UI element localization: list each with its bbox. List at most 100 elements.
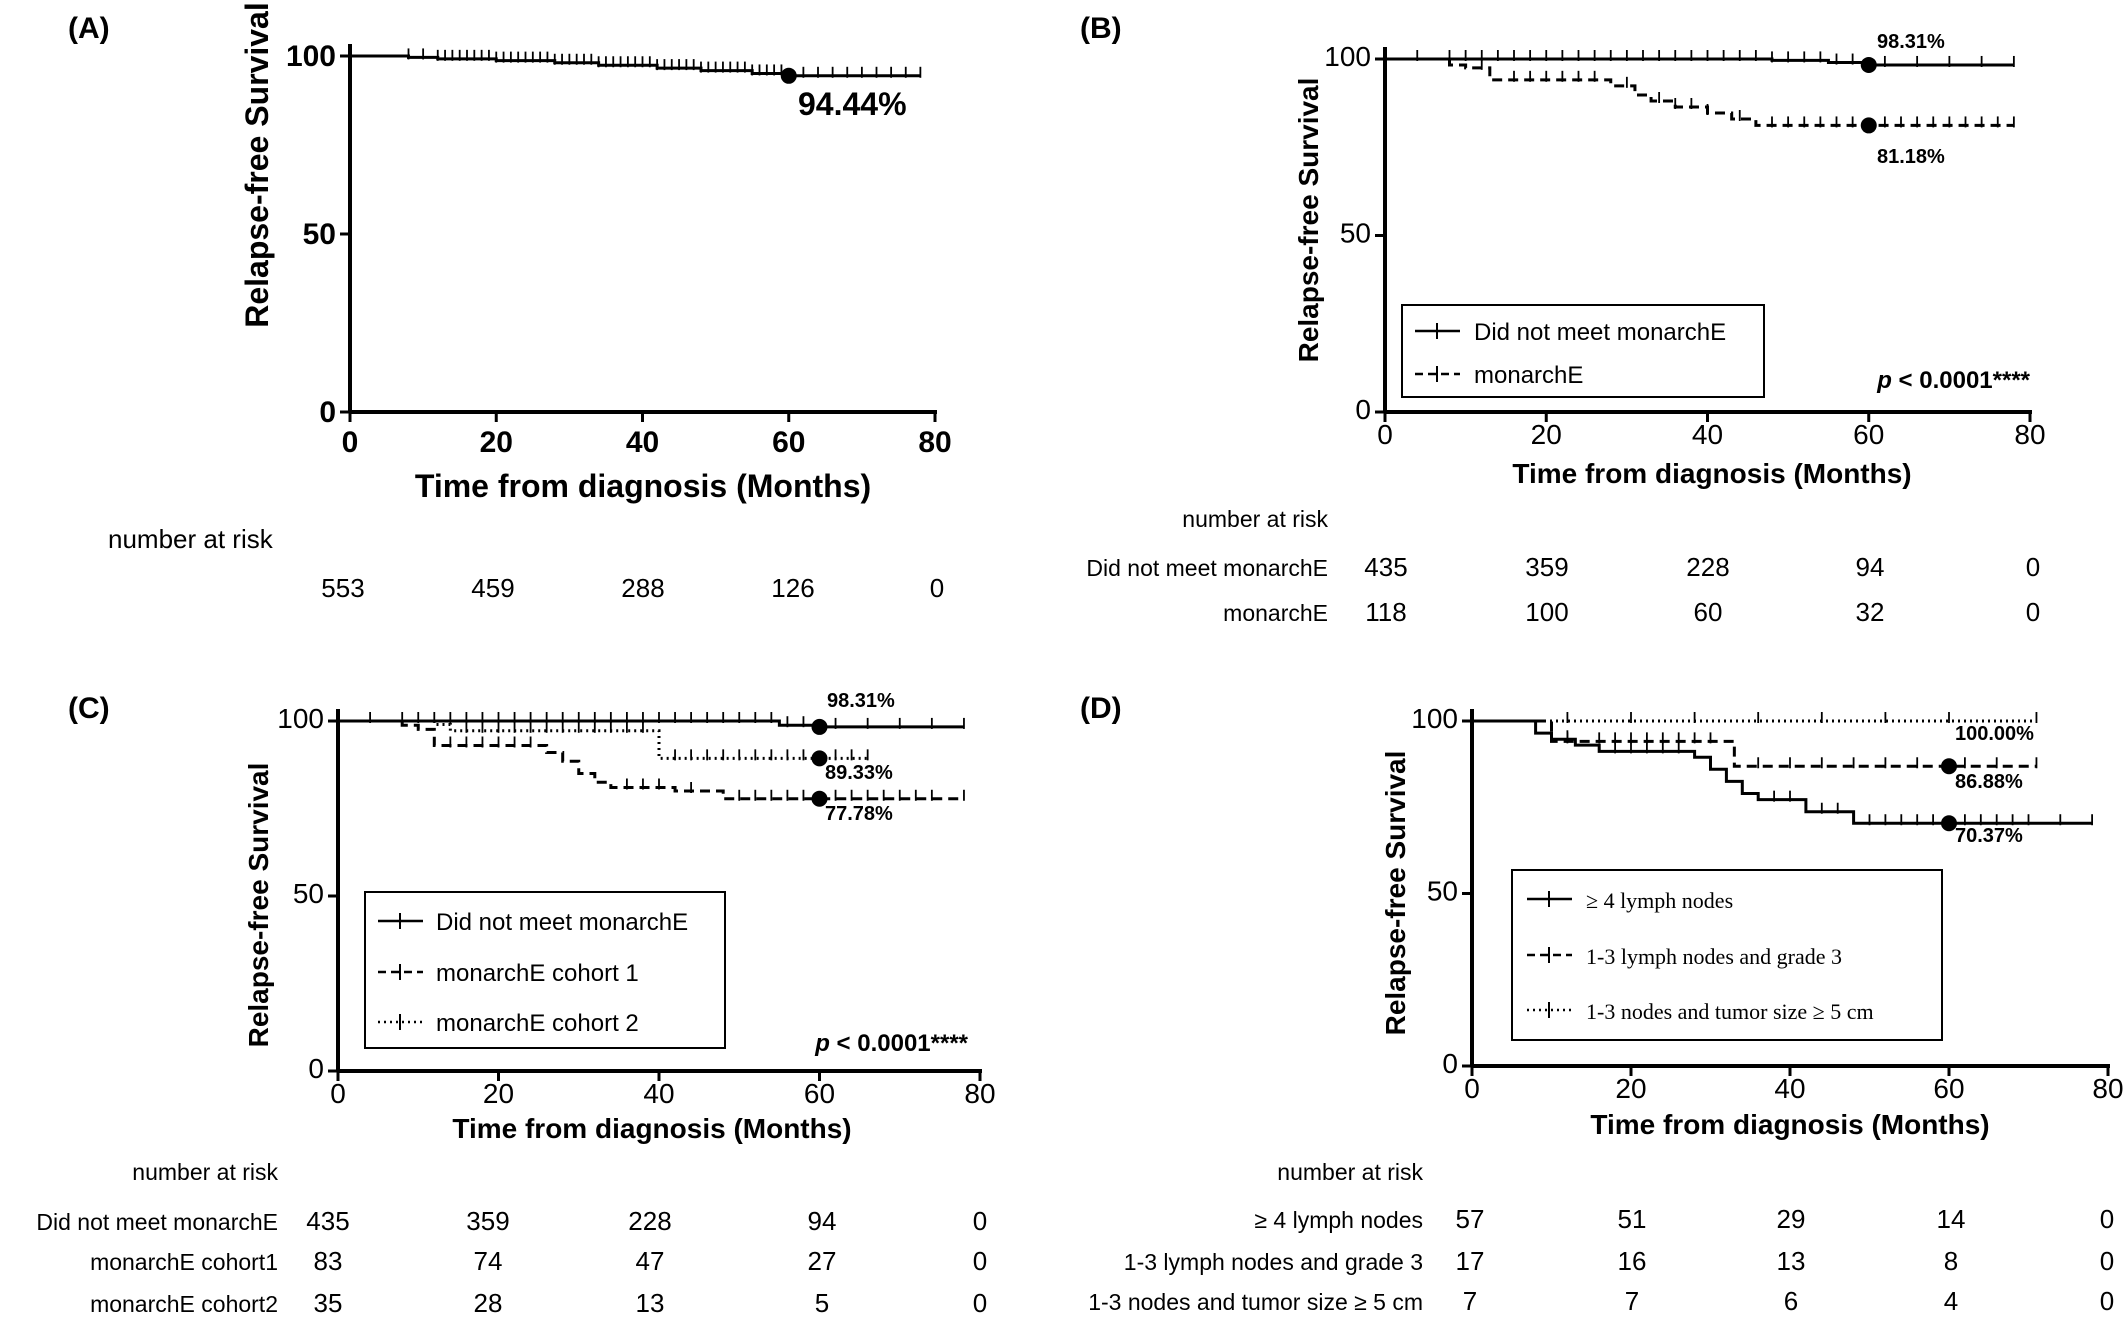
x-axis-label-b: Time from diagnosis (Months) [1512, 458, 1911, 489]
risk-count: 29 [1777, 1204, 1806, 1234]
risk-count: 7 [1463, 1286, 1477, 1316]
risk-count: 435 [306, 1206, 349, 1236]
panel-b: (B) Relapse-free Survival 0 20 40 60 80 0 50 10… [1080, 12, 2046, 627]
risk-count: 51 [1618, 1204, 1647, 1234]
y-axis-label-a: Relapse-free Survival [239, 2, 275, 328]
risk-count: 5 [815, 1288, 829, 1318]
x-tick-label: 40 [626, 426, 659, 459]
survival-curves-d [1472, 712, 2094, 826]
legend-box-d [1511, 869, 1943, 1041]
survival-curves-b [1385, 50, 2015, 128]
risk-table-d: ≥ 4 lymph nodes 57 51 29 14 0 1-3 lymph nodes … [1088, 1204, 2114, 1316]
x-tick-label: 60 [804, 1078, 835, 1109]
annotation-a-0: 94.44% [798, 86, 907, 122]
y-tick-label: 0 [319, 396, 336, 429]
annotation-b-1: 81.18% [1877, 146, 1945, 168]
survival-curve-dashed [1472, 719, 2037, 768]
panel-letter-a: (A) [68, 12, 110, 45]
panel-c: (C) Relapse-free Survival 0 20 40 60 8005010… [36, 690, 995, 1318]
annotation-c-1: 89.33% [825, 762, 893, 784]
y-axis-label-b: Relapse-free Survival [1293, 78, 1324, 363]
legend-label-c-1: monarchE cohort 1 [436, 960, 639, 987]
axes-c [328, 709, 982, 1081]
legend-label-c-0: Did not meet monarchE [436, 909, 688, 936]
risk-count: 0 [2100, 1246, 2114, 1276]
risk-count: 94 [808, 1206, 837, 1236]
y-tick-label: 100 [1411, 703, 1458, 734]
y-axis-label-d: Relapse-free Survival [1380, 751, 1411, 1036]
y-tick-label: 50 [303, 218, 336, 251]
x-tick-label: 60 [1933, 1073, 1964, 1104]
risk-count: 126 [771, 573, 814, 603]
annotation-c-2: 77.78% [825, 803, 893, 825]
x-tick-label: 60 [1853, 419, 1884, 450]
risk-row-label: ≥ 4 lymph nodes [1254, 1207, 1423, 1233]
x-tick-label: 40 [643, 1078, 674, 1109]
x-tick-label: 80 [964, 1078, 995, 1109]
annotation-c-0: 98.31% [827, 690, 895, 712]
landmark-point [1860, 117, 1877, 134]
panel-letter-b: (B) [1080, 12, 1122, 45]
risk-count: 359 [1525, 552, 1568, 582]
x-tick-label: 60 [772, 426, 805, 459]
landmark-point [1941, 815, 1957, 832]
risk-row-label: Did not meet monarchE [36, 1209, 278, 1235]
x-tick-label: 0 [330, 1078, 346, 1109]
risk-count: 435 [1364, 552, 1407, 582]
x-tick-label: 40 [1774, 1073, 1805, 1104]
landmark-markers-a [780, 67, 797, 84]
x-tick-label: 80 [918, 426, 951, 459]
risk-row-label: monarchE cohort1 [90, 1249, 278, 1275]
risk-count: 8 [1944, 1246, 1958, 1276]
annotation-d-2: 70.37% [1955, 825, 2023, 847]
x-tick-label: 20 [1531, 419, 1562, 450]
annotation-d-1: 86.88% [1955, 771, 2023, 793]
p-value-b: p < 0.0001**** [1876, 367, 2030, 394]
risk-count: 57 [1456, 1204, 1485, 1234]
x-tick-label: 80 [2092, 1073, 2123, 1104]
risk-count: 228 [628, 1206, 671, 1236]
risk-count: 553 [321, 573, 364, 603]
y-tick-label: 50 [1340, 218, 1371, 249]
risk-count: 459 [471, 573, 514, 603]
legend-label-d-2: 1-3 nodes and tumor size ≥ 5 cm [1586, 999, 1874, 1024]
p-value-c: p < 0.0001**** [814, 1030, 968, 1057]
risk-count: 7 [1625, 1286, 1639, 1316]
panel-letter-c: (C) [68, 692, 110, 725]
legend-label-d-0: ≥ 4 lymph nodes [1586, 888, 1733, 913]
panel-d: (D) Relapse-free Survival 0 20 40 60 8005010… [1080, 692, 2124, 1316]
panel-a: (A) Relapse-free Survival 0 20 40 60 80 0 50 10… [68, 2, 952, 603]
x-tick-label: 20 [480, 426, 513, 459]
legend-label-c-2: monarchE cohort 2 [436, 1010, 639, 1037]
risk-count: 27 [808, 1246, 837, 1276]
survival-curve-solid [338, 719, 964, 729]
survival-curve-dotted [338, 719, 868, 760]
risk-row-label: monarchE cohort2 [90, 1291, 278, 1317]
landmark-point [811, 790, 828, 807]
y-tick-label: 100 [286, 40, 336, 73]
risk-count: 0 [973, 1246, 987, 1276]
y-tick-label: 100 [277, 703, 324, 734]
risk-count: 17 [1456, 1246, 1485, 1276]
legend-label-b-0: Did not meet monarchE [1474, 319, 1726, 346]
landmark-point [811, 750, 828, 767]
risk-count: 16 [1618, 1246, 1647, 1276]
risk-count: 13 [1777, 1246, 1806, 1276]
legend-box-c [364, 891, 726, 1049]
survival-curve-dashed [338, 719, 964, 801]
tick-labels-d: 0 20 40 60 80 0 50 100 [1411, 703, 2123, 1104]
panel-letter-d: (D) [1080, 692, 1122, 725]
risk-count: 0 [973, 1206, 987, 1236]
risk-table-b: Did not meet monarchE 435 359 228 94 0 monarch… [1086, 552, 2040, 627]
x-tick-label: 0 [1464, 1073, 1480, 1104]
x-tick-label: 80 [2014, 419, 2045, 450]
risk-header-b: number at risk [1182, 506, 1328, 532]
risk-count: 0 [930, 573, 944, 603]
landmark-point [1860, 56, 1877, 73]
y-axis-label-c: Relapse-free Survival [243, 763, 274, 1048]
x-tick-label: 20 [1615, 1073, 1646, 1104]
x-axis-label-d: Time from diagnosis (Months) [1590, 1109, 1989, 1140]
annotation-b-0: 98.31% [1877, 31, 1945, 53]
legend-b: Did not meet monarchE monarchE [1401, 304, 1765, 398]
legend-label-d-1: 1-3 lymph nodes and grade 3 [1586, 944, 1842, 969]
